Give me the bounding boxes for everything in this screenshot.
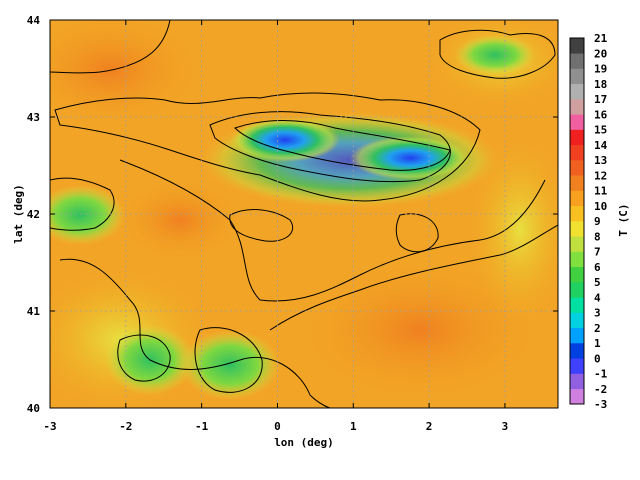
colorbar-tick-label: -2 <box>594 383 607 396</box>
x-tick-label: 0 <box>274 420 281 433</box>
colorbar-segment <box>570 144 584 161</box>
colorbar-tick-label: 10 <box>594 200 607 213</box>
contour-line <box>395 213 439 253</box>
y-tick-label: 44 <box>27 14 41 27</box>
y-tick-label: 43 <box>27 111 40 124</box>
colorbar-segment <box>570 221 584 237</box>
colorbar-frame <box>569 37 585 405</box>
contour-line <box>54 92 481 202</box>
y-tick-label: 41 <box>27 305 41 318</box>
heatmap-green-west <box>50 185 125 245</box>
colorbar-tick-label: 11 <box>594 185 608 198</box>
heatmap-yellow-east <box>470 140 558 320</box>
colorbar-segment <box>570 327 584 344</box>
heatmap-warm-southeast <box>300 260 540 400</box>
colorbar-segment <box>570 53 584 69</box>
y-axis: 40 41 42 43 44 <box>27 14 558 415</box>
colorbar-segment <box>570 297 584 313</box>
plot-area <box>50 20 558 408</box>
colorbar-segment <box>570 114 584 130</box>
x-tick-label: -1 <box>195 420 209 433</box>
colorbar-tick-label: 14 <box>594 139 608 152</box>
heatmap-green-northeast <box>455 35 535 75</box>
contour-line <box>117 334 171 382</box>
colorbar-tick-label: 15 <box>594 124 607 137</box>
contour-line <box>59 258 331 408</box>
contour-line <box>194 327 263 393</box>
x-axis: -3 -2 -1 0 1 2 3 <box>43 20 508 433</box>
contour-line <box>439 29 556 79</box>
colorbar-segment <box>570 160 584 176</box>
contour-line <box>229 209 293 242</box>
colorbar-tick-label: 12 <box>594 169 607 182</box>
colorbar-segment <box>570 83 584 100</box>
colorbar-segment <box>570 68 584 85</box>
colorbar-segment <box>570 205 584 222</box>
contour-lines <box>50 20 558 408</box>
colorbar-tick-label: 13 <box>594 154 607 167</box>
colorbar-segment <box>570 266 584 283</box>
x-tick-label: 1 <box>350 420 357 433</box>
colorbar-tick-label: 9 <box>594 215 601 228</box>
colorbar-segment <box>570 38 584 54</box>
contour-line <box>119 159 546 302</box>
colorbar-tick-label: -1 <box>594 368 608 381</box>
colorbar-tick-label: 17 <box>594 93 607 106</box>
contour-line <box>209 111 451 183</box>
colorbar-tick-label: 2 <box>594 322 601 335</box>
colorbar-segment <box>570 190 584 207</box>
colorbar-segment <box>570 251 584 268</box>
colorbar-tick-label: 18 <box>594 78 607 91</box>
colorbar-tick-label: 6 <box>594 261 601 274</box>
colorbar-tick-label: 19 <box>594 63 607 76</box>
colorbar-tick-label: 1 <box>594 337 601 350</box>
colorbar-segment <box>570 175 584 191</box>
colorbar-tick-label: 3 <box>594 307 601 320</box>
y-axis-label: lat (deg) <box>12 184 25 244</box>
colorbar-tick-label: 16 <box>594 108 608 121</box>
colorbar-tick-label: 4 <box>594 291 601 304</box>
x-tick-label: 3 <box>502 420 509 433</box>
x-tick-label: -3 <box>43 420 56 433</box>
x-tick-label: 2 <box>426 420 433 433</box>
colorbar-tick-label: 7 <box>594 246 601 259</box>
contour-line <box>269 224 558 331</box>
colorbar-tick-label: 5 <box>594 276 601 289</box>
colorbar-segment <box>570 312 584 329</box>
colorbar-segment <box>570 236 584 252</box>
contour-line <box>50 20 171 74</box>
heatmap-warm-northwest <box>50 20 200 125</box>
colorbar-segment <box>570 373 584 390</box>
x-axis-label: lon (deg) <box>274 436 334 449</box>
colorbar-segment <box>570 388 584 405</box>
heatmap-green-iberian-2 <box>180 330 280 400</box>
colorbar-segment <box>570 99 584 115</box>
y-tick-label: 40 <box>27 402 40 415</box>
colorbar-segment <box>570 282 584 298</box>
colorbar-tick-label: 0 <box>594 352 601 365</box>
colorbar-segment <box>570 129 584 146</box>
contour-line <box>234 120 451 171</box>
colorbar-tick-label: -3 <box>594 398 607 411</box>
colorbar-label: T (C) <box>617 203 630 236</box>
heatmap-pyrenees-core-west <box>230 118 340 162</box>
colorbar-tick-label: 21 <box>594 32 608 45</box>
heatmap-warm-center <box>120 180 240 260</box>
y-tick-label: 42 <box>27 208 40 221</box>
colorbar-tick-label: 20 <box>594 47 607 60</box>
colorbar-tick-label: 8 <box>594 230 601 243</box>
x-tick-label: -2 <box>119 420 132 433</box>
colorbar-segment <box>570 343 584 359</box>
contour-line <box>50 177 115 231</box>
colorbar-segment <box>570 358 584 374</box>
